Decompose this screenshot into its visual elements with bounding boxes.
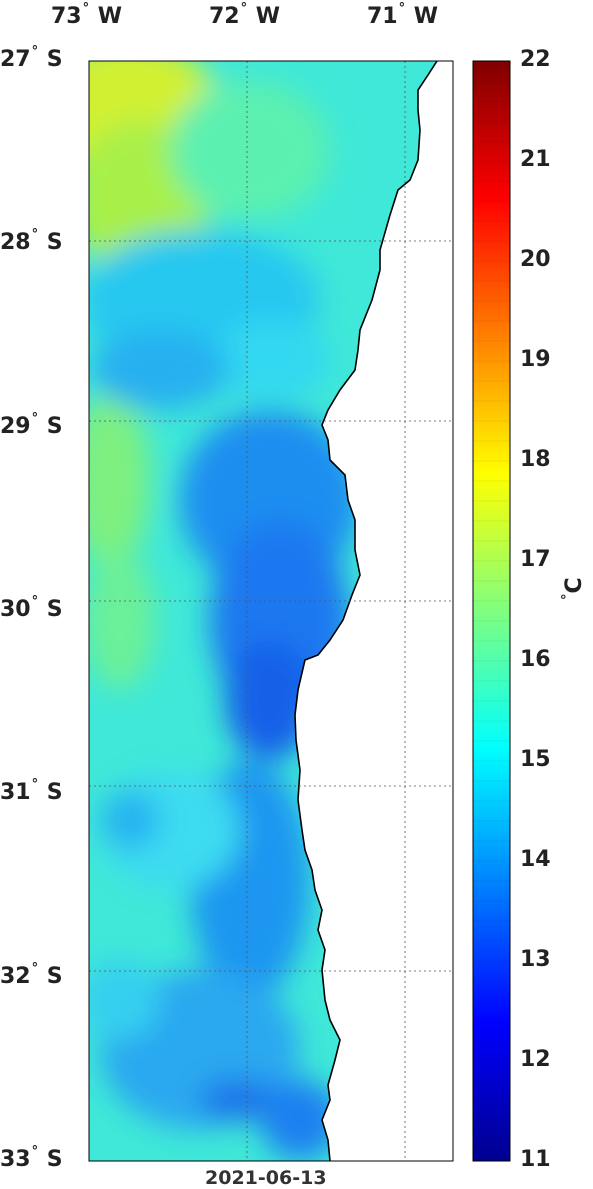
- lat-label-33: 33° S: [0, 1144, 63, 1172]
- colorbar-tick-13: 13: [520, 947, 551, 972]
- colorbar-tick-15: 15: [520, 747, 551, 772]
- colorbar-tick-16: 16: [520, 647, 551, 672]
- colorbar-tick-21: 21: [520, 147, 551, 172]
- map-frame: [88, 60, 454, 1162]
- lon-label-73: 73° W: [51, 1, 123, 29]
- lat-label-27: 27° S: [0, 44, 63, 72]
- date-label: 2021-06-13: [205, 1167, 327, 1189]
- colorbar-unit-label: °C: [560, 577, 587, 601]
- graticule: [89, 61, 453, 1161]
- colorbar-tick-19: 19: [520, 347, 551, 372]
- sst-field: [89, 61, 453, 1161]
- colorbar-tick-11: 11: [520, 1147, 551, 1172]
- colorbar-tick-17: 17: [520, 547, 551, 572]
- colorbar-tick-14: 14: [520, 847, 551, 872]
- lat-label-28: 28° S: [0, 227, 63, 256]
- colorbar-tick-18: 18: [520, 447, 551, 472]
- colorbar-bands: [473, 80, 510, 1142]
- lat-label-29: 29° S: [0, 410, 63, 439]
- colorbar: [472, 60, 511, 1162]
- lon-label-71: 71° W: [367, 1, 439, 29]
- colorbar-tick-20: 20: [520, 247, 551, 272]
- lat-label-31: 31° S: [0, 777, 63, 806]
- unit-degree: °: [560, 593, 575, 601]
- colorbar-tick-22: 22: [520, 47, 551, 72]
- coastline: [294, 61, 438, 1161]
- land-mask: [295, 61, 453, 1161]
- colorbar-tick-12: 12: [520, 1047, 551, 1072]
- lat-label-30: 30° S: [0, 594, 63, 622]
- lon-label-72: 72° W: [209, 1, 281, 29]
- lat-label-32: 32° S: [0, 960, 63, 989]
- unit-letter: C: [562, 577, 587, 594]
